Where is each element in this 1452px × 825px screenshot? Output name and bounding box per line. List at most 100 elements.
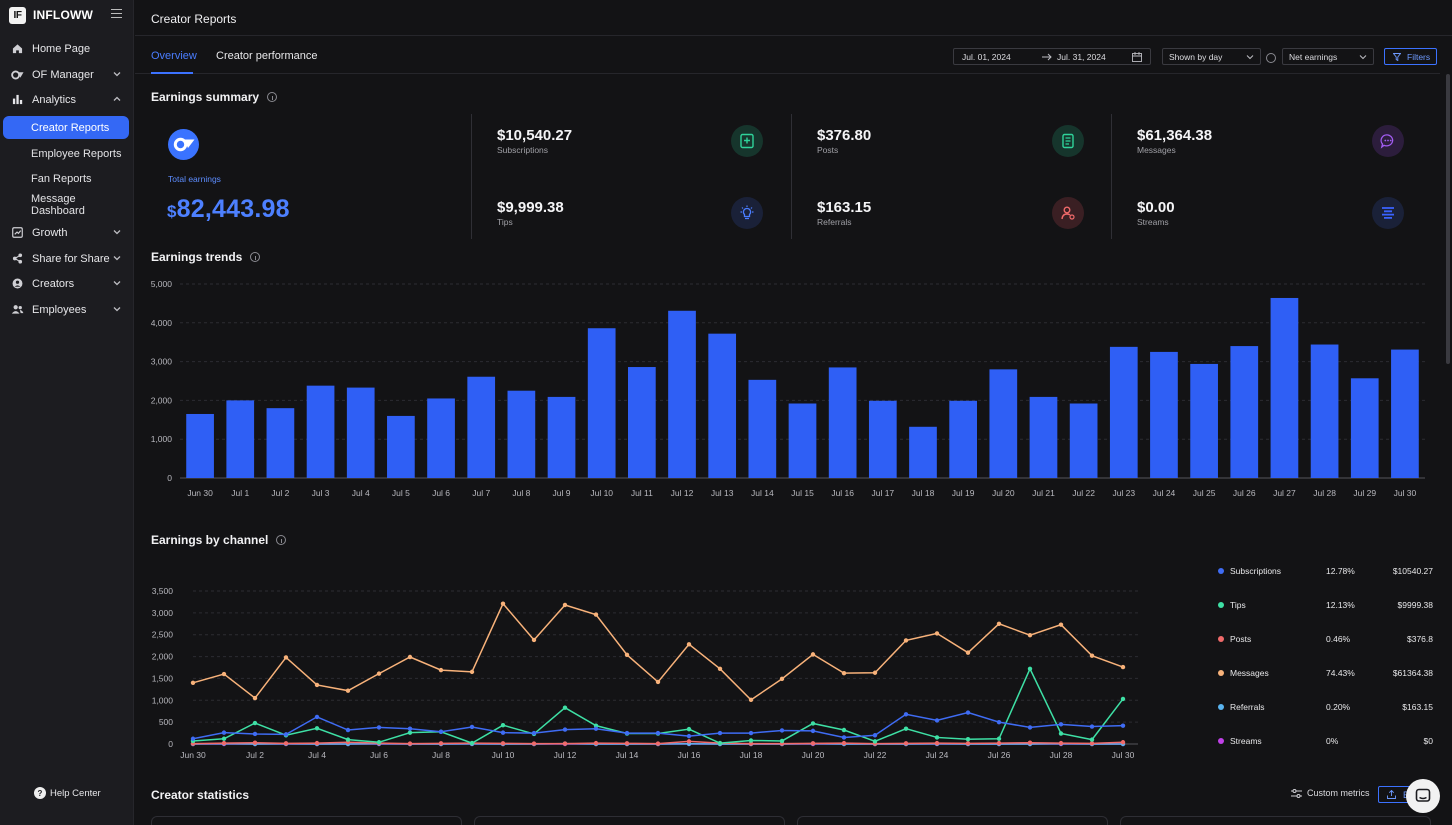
data-point xyxy=(1120,740,1126,745)
legend-item-streams[interactable]: Streams 0% $0 xyxy=(1218,736,1433,748)
page-scrollbar[interactable] xyxy=(1446,74,1450,364)
chevron-down-icon xyxy=(113,72,121,77)
earnings-trends-chart[interactable]: 0 1,000 2,000 3,000 4,000 5,000 Jun 30 Jul 1 Jul… xyxy=(135,270,1435,505)
data-point xyxy=(686,642,692,647)
filter-icon xyxy=(1393,53,1401,61)
bar xyxy=(627,367,656,478)
data-point xyxy=(314,682,320,688)
sidebar-item-creators[interactable]: Creators xyxy=(3,272,129,295)
y-tick-label: 2,000 xyxy=(152,652,174,662)
app-logo: IF xyxy=(9,6,26,24)
data-point xyxy=(779,676,785,682)
chevron-up-icon xyxy=(113,96,121,101)
data-point xyxy=(748,741,754,746)
sliders-icon xyxy=(1291,788,1302,798)
sidebar-sub-message-dashboard[interactable]: Message Dashboard xyxy=(31,192,85,217)
grouping-select[interactable]: Shown by day xyxy=(1162,48,1261,65)
menu-toggle-icon[interactable] xyxy=(111,9,122,18)
x-tick-label: Jul 5 xyxy=(392,488,410,498)
sidebar-item-of-manager[interactable]: OF Manager xyxy=(3,63,129,86)
y-tick-label: 3,500 xyxy=(152,586,174,596)
sidebar-item-home[interactable]: Home Page xyxy=(3,37,129,60)
data-point xyxy=(872,733,878,738)
legend-name: Tips xyxy=(1230,600,1246,610)
metric-label: Messages xyxy=(1137,145,1176,155)
tab-overview[interactable]: Overview xyxy=(151,50,197,62)
legend-item-messages[interactable]: Messages 74.43% $61364.38 xyxy=(1218,668,1433,680)
sidebar-sub-creator-reports[interactable]: Creator Reports xyxy=(3,116,129,139)
bar xyxy=(949,400,978,478)
sidebar-item-share-for-share[interactable]: Share for Share xyxy=(3,247,129,270)
data-point xyxy=(748,730,754,736)
data-point xyxy=(996,621,1002,626)
legend-amount: $376.8 xyxy=(1407,634,1433,644)
data-point xyxy=(996,740,1002,746)
data-point xyxy=(903,741,909,746)
chat-widget-button[interactable] xyxy=(1406,779,1440,813)
metric-posts: $376.80 Posts xyxy=(817,127,871,155)
sidebar-item-analytics[interactable]: Analytics xyxy=(3,88,129,111)
referral-icon xyxy=(1052,197,1084,229)
y-tick-label: 0 xyxy=(168,739,173,749)
bar xyxy=(1391,349,1419,478)
date-to: Jul. 31, 2024 xyxy=(1057,51,1106,62)
legend-item-subscriptions[interactable]: Subscriptions 12.78% $10540.27 xyxy=(1218,566,1433,578)
tab-creator-performance[interactable]: Creator performance xyxy=(216,50,318,62)
data-point xyxy=(717,740,723,746)
currency-symbol: $ xyxy=(167,202,177,221)
x-tick-label: Jul 17 xyxy=(871,488,894,498)
earnings-by-channel-chart[interactable]: 0 500 1,000 1,500 2,000 2,500 3,000 3,500 Jun 30… xyxy=(135,580,1145,765)
chevron-down-icon xyxy=(1359,55,1367,60)
x-tick-label: Jul 16 xyxy=(831,488,854,498)
data-point xyxy=(190,736,196,741)
stat-card xyxy=(797,816,1108,825)
bar xyxy=(1270,297,1299,478)
data-point xyxy=(934,735,940,740)
data-point xyxy=(872,739,878,744)
chevron-down-icon xyxy=(113,307,121,312)
custom-metrics-button[interactable]: Custom metrics xyxy=(1291,788,1370,798)
creator-statistics-title: Creator statistics xyxy=(151,788,249,802)
data-point xyxy=(965,741,971,746)
legend-item-referrals[interactable]: Referrals 0.20% $163.15 xyxy=(1218,702,1433,714)
data-point xyxy=(1027,632,1033,638)
metric-select[interactable]: Net earnings xyxy=(1282,48,1374,65)
filters-button[interactable]: Filters xyxy=(1384,48,1437,65)
metric-label: Streams xyxy=(1137,217,1169,227)
data-point xyxy=(965,650,971,655)
bar xyxy=(467,376,496,478)
bar xyxy=(748,379,777,478)
bar xyxy=(547,396,576,478)
sidebar-item-employees[interactable]: Employees xyxy=(3,298,129,321)
metric-label: Referrals xyxy=(817,217,852,227)
info-icon[interactable] xyxy=(267,92,278,102)
data-point xyxy=(1058,731,1064,736)
legend-name: Subscriptions xyxy=(1230,566,1282,576)
data-point xyxy=(810,741,816,746)
info-icon[interactable] xyxy=(1266,53,1276,63)
grouping-value: Shown by day xyxy=(1169,51,1223,62)
metric-streams: $0.00 Streams xyxy=(1137,199,1175,227)
help-center-link[interactable]: ? Help Center xyxy=(34,787,101,799)
data-point xyxy=(407,726,413,731)
x-tick-label: Jul 7 xyxy=(472,488,490,498)
data-point xyxy=(779,738,785,744)
total-earnings-amount: 82,443.98 xyxy=(176,195,290,223)
sidebar-item-label: Share for Share xyxy=(32,252,110,265)
data-point xyxy=(500,601,506,606)
date-range-picker[interactable]: Jul. 01, 2024 Jul. 31, 2024 xyxy=(953,48,1151,65)
legend-item-posts[interactable]: Posts 0.46% $376.8 xyxy=(1218,634,1433,646)
sidebar-item-growth[interactable]: Growth xyxy=(3,221,129,244)
data-point xyxy=(934,718,940,723)
legend-item-tips[interactable]: Tips 12.13% $9999.38 xyxy=(1218,600,1433,612)
data-point xyxy=(903,712,909,717)
sidebar-sub-employee-reports[interactable]: Employee Reports xyxy=(31,147,122,160)
x-tick-label: Jul 22 xyxy=(1072,488,1095,498)
sidebar-sub-fan-reports[interactable]: Fan Reports xyxy=(31,172,92,185)
subscription-icon xyxy=(731,125,763,157)
data-point xyxy=(252,740,258,745)
data-point xyxy=(283,741,289,746)
brand[interactable]: IF INFLOWW xyxy=(9,6,93,24)
bar xyxy=(346,387,375,478)
